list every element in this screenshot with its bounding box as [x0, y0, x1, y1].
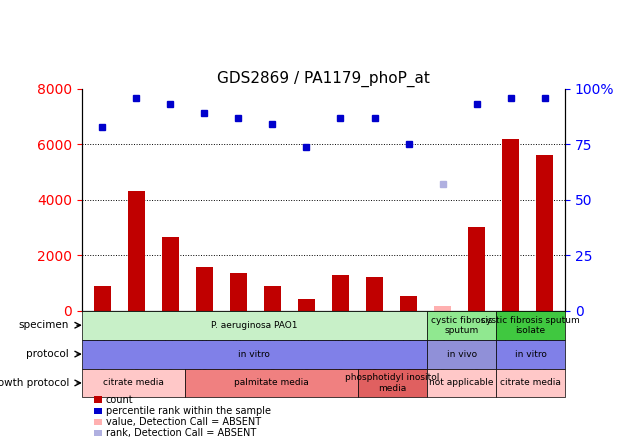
Bar: [502, 139, 519, 311]
Text: P. aeruginosa PAO1: P. aeruginosa PAO1: [211, 321, 298, 330]
Text: citrate media: citrate media: [103, 378, 164, 388]
Text: palmitate media: palmitate media: [234, 378, 309, 388]
Bar: [366, 278, 383, 311]
Text: in vitro: in vitro: [515, 349, 546, 359]
Title: GDS2869 / PA1179_phoP_at: GDS2869 / PA1179_phoP_at: [217, 71, 430, 87]
Text: cystic fibrosis sputum
isolate: cystic fibrosis sputum isolate: [481, 316, 580, 335]
Text: specimen: specimen: [19, 320, 69, 330]
Text: cystic fibrosis
sputum: cystic fibrosis sputum: [431, 316, 492, 335]
Text: growth protocol: growth protocol: [0, 378, 69, 388]
Text: citrate media: citrate media: [501, 378, 561, 388]
Bar: [434, 306, 451, 311]
Bar: [536, 155, 553, 311]
Bar: [264, 286, 281, 311]
Bar: [468, 227, 485, 311]
Bar: [332, 275, 349, 311]
Text: in vitro: in vitro: [239, 349, 270, 359]
Text: phosphotidyl inositol
media: phosphotidyl inositol media: [345, 373, 440, 392]
Bar: [400, 297, 417, 311]
Text: in vivo: in vivo: [447, 349, 477, 359]
Bar: [127, 191, 144, 311]
Text: protocol: protocol: [26, 349, 69, 359]
Bar: [196, 267, 213, 311]
Text: count: count: [106, 395, 133, 404]
Text: value, Detection Call = ABSENT: value, Detection Call = ABSENT: [106, 417, 261, 427]
Text: not applicable: not applicable: [430, 378, 494, 388]
Bar: [230, 273, 247, 311]
Text: percentile rank within the sample: percentile rank within the sample: [106, 406, 271, 416]
Text: rank, Detection Call = ABSENT: rank, Detection Call = ABSENT: [106, 428, 256, 438]
Bar: [161, 237, 179, 311]
Bar: [94, 286, 111, 311]
Bar: [298, 299, 315, 311]
